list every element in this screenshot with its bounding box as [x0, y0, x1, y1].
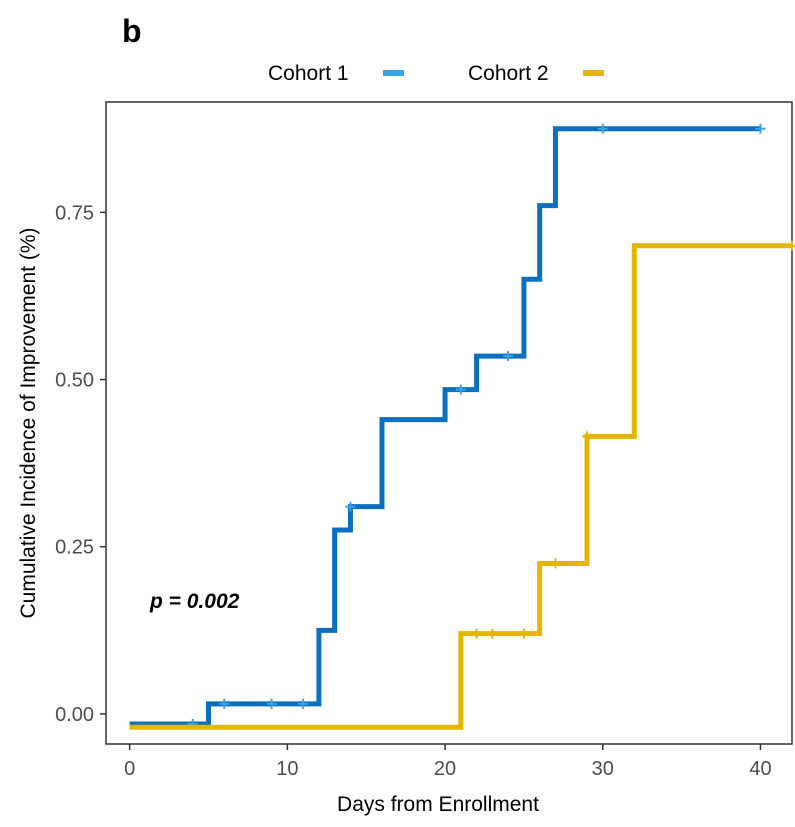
- legend: Cohort 1 Cohort 2: [268, 62, 604, 85]
- x-tick-label: 40: [749, 758, 771, 780]
- censor-mark-cohort-2: [787, 240, 795, 251]
- series-cohort-1: [129, 123, 766, 729]
- legend-label-cohort-2: Cohort 2: [468, 62, 549, 85]
- x-tick-label: 0: [124, 758, 135, 780]
- x-axis: 0 10 20 30 40: [124, 744, 772, 780]
- x-tick-label: 10: [276, 758, 298, 780]
- censor-mark-cohort-1: [345, 501, 356, 512]
- step-line-cohort-2: [129, 243, 792, 730]
- censor-mark-cohort-1: [503, 351, 514, 362]
- plot-panel-border: [105, 101, 793, 745]
- censor-mark-cohort-1: [755, 123, 766, 134]
- censor-mark-cohort-2: [550, 558, 561, 569]
- censor-mark-cohort-2: [487, 628, 498, 639]
- censor-mark-cohort-1: [455, 384, 466, 395]
- y-tick-label: 0.00: [55, 704, 94, 726]
- x-tick-label: 30: [592, 758, 614, 780]
- censor-mark-cohort-1: [219, 698, 230, 709]
- x-axis-title: Days from Enrollment: [337, 793, 539, 816]
- y-axis: 0.00 0.25 0.50 0.75: [55, 202, 106, 726]
- censor-mark-cohort-1: [597, 123, 608, 134]
- y-tick-label: 0.75: [55, 202, 94, 224]
- y-tick-label: 0.50: [55, 370, 94, 392]
- censor-mark-cohort-1: [298, 698, 309, 709]
- p-value-annotation: p = 0.002: [149, 590, 240, 613]
- legend-label-cohort-1: Cohort 1: [268, 62, 349, 85]
- censor-mark-cohort-2: [518, 628, 529, 639]
- panel-label: b: [122, 13, 142, 49]
- x-tick-label: 20: [434, 758, 456, 780]
- censor-mark-cohort-2: [471, 628, 482, 639]
- series-cohort-2: [129, 240, 795, 730]
- y-tick-label: 0.25: [55, 537, 94, 559]
- series-layer: [129, 123, 795, 730]
- censor-mark-cohort-1: [266, 698, 277, 709]
- step-line-cohort-1: [129, 126, 761, 727]
- censor-mark-cohort-2: [581, 431, 592, 442]
- y-axis-title: Cumulative Incidence of Improvement (%): [17, 228, 40, 619]
